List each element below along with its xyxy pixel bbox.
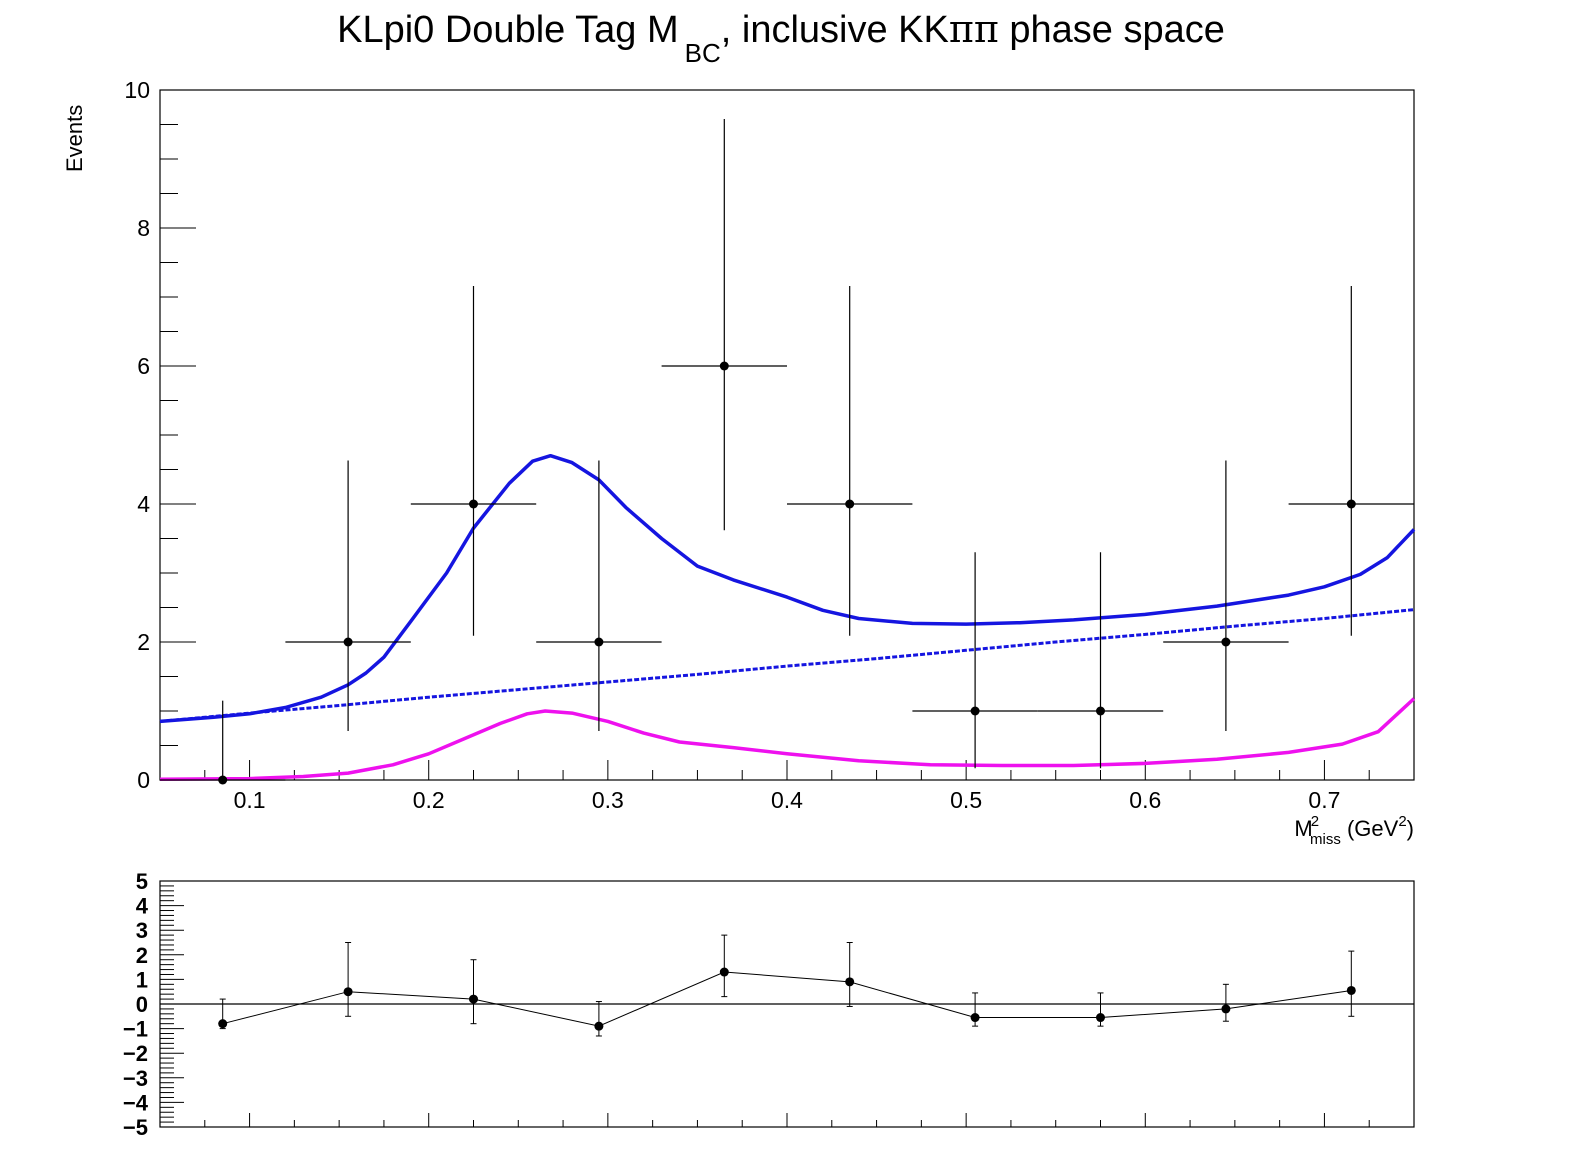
data-point bbox=[469, 499, 478, 509]
res-y-tick-label: −4 bbox=[123, 1090, 149, 1115]
residual-point bbox=[343, 987, 353, 997]
res-y-tick-label: 3 bbox=[136, 918, 148, 943]
fit-curve-0 bbox=[159, 453, 1416, 724]
residual-line bbox=[222, 971, 1352, 1027]
fit-curve-2 bbox=[159, 697, 1416, 782]
data-point bbox=[594, 637, 604, 647]
x-title-unit-close: ) bbox=[1407, 816, 1414, 841]
title-tail: phase space bbox=[999, 9, 1225, 51]
data-point bbox=[719, 361, 729, 371]
x-tick-label: 0.3 bbox=[592, 787, 624, 813]
x-tick-label: 0.4 bbox=[771, 787, 803, 813]
x-title-unit: (GeV bbox=[1341, 816, 1399, 841]
residual-point bbox=[1221, 1004, 1231, 1014]
data-point bbox=[218, 775, 228, 785]
res-y-tick-label: 1 bbox=[136, 967, 148, 992]
x-tick-label: 0.1 bbox=[234, 787, 266, 813]
res-y-tick-label: −3 bbox=[123, 1066, 148, 1091]
data-point bbox=[1221, 637, 1231, 647]
main-fit-curves bbox=[159, 453, 1416, 782]
y-axis-title: Events bbox=[62, 105, 87, 172]
res-y-tick-label: 4 bbox=[136, 894, 149, 919]
x-title-base: M bbox=[1294, 816, 1312, 841]
residual-point bbox=[1346, 985, 1356, 995]
x-axis-title: M2 miss (GeV2) bbox=[1294, 813, 1414, 848]
y-tick-label: 4 bbox=[137, 491, 150, 517]
main-data-points bbox=[160, 118, 1414, 785]
x-tick-label: 0.6 bbox=[1129, 787, 1161, 813]
residual-point bbox=[469, 994, 478, 1004]
data-point bbox=[1346, 499, 1356, 509]
data-point bbox=[845, 499, 855, 509]
x-tick-label: 0.2 bbox=[413, 787, 445, 813]
x-title-sub: miss bbox=[1310, 831, 1341, 848]
res-y-tick-label: −1 bbox=[123, 1017, 148, 1042]
residual-point bbox=[719, 967, 729, 977]
title-subscript: BC bbox=[685, 38, 721, 68]
y-tick-label: 0 bbox=[137, 767, 150, 793]
main-axis-ticks: 0 2 4 6 8 10 0.1 0.2 0.3 0.4 0.5 0.6 0.7 bbox=[124, 77, 1415, 813]
title-greek: ππ bbox=[949, 7, 999, 51]
x-tick-label: 0.7 bbox=[1308, 787, 1340, 813]
res-y-tick-label: 0 bbox=[136, 992, 148, 1017]
x-tick-label: 0.5 bbox=[950, 787, 982, 813]
res-y-tick-label: 2 bbox=[136, 943, 148, 968]
residual-point bbox=[1096, 1013, 1105, 1023]
y-tick-label: 6 bbox=[137, 353, 150, 379]
res-y-tick-label: −2 bbox=[123, 1041, 148, 1066]
residual-point bbox=[218, 1019, 228, 1029]
data-point bbox=[970, 706, 980, 716]
y-tick-label: 2 bbox=[137, 629, 150, 655]
chart-title: KLpi0 Double Tag MBC, inclusive KKππ pha… bbox=[337, 7, 1225, 68]
residual-data bbox=[160, 934, 1414, 1037]
y-tick-label: 10 bbox=[124, 77, 150, 103]
res-y-tick-label: 5 bbox=[136, 869, 148, 894]
title-main: KLpi0 Double Tag M bbox=[337, 9, 679, 51]
residual-point bbox=[594, 1021, 604, 1031]
x-title-sup: 2 bbox=[1311, 813, 1319, 830]
x-title-unit-sup: 2 bbox=[1398, 813, 1406, 830]
data-point bbox=[1096, 706, 1105, 716]
y-tick-label: 8 bbox=[137, 215, 150, 241]
data-point bbox=[343, 637, 353, 647]
residual-point bbox=[845, 977, 855, 987]
title-rest: , inclusive KK bbox=[721, 9, 949, 51]
residual-point bbox=[970, 1013, 980, 1023]
res-y-tick-label: −5 bbox=[123, 1115, 148, 1140]
